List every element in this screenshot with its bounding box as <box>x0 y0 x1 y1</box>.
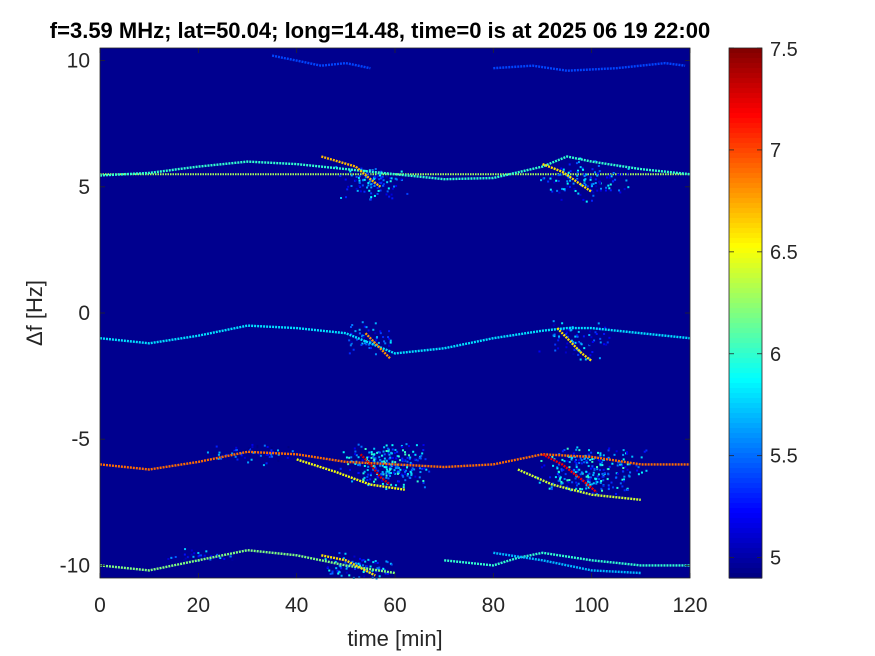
chart-title: f=3.59 MHz; lat=50.04; long=14.48, time=… <box>50 18 710 43</box>
signal-cloud-4 <box>339 443 431 491</box>
x-tick-label-5: 100 <box>574 594 609 617</box>
signal-trace-6 <box>99 450 690 471</box>
signal-trace-11 <box>99 549 396 575</box>
plot-area <box>99 48 691 580</box>
x-tick-label-0: 0 <box>94 594 106 617</box>
plot-background <box>100 48 690 578</box>
x-tick-label-2: 40 <box>285 594 308 617</box>
x-tick-label-4: 80 <box>482 594 505 617</box>
y-tick-label-3: -5 <box>71 428 90 451</box>
signal-traces <box>99 54 691 577</box>
y-tick-label-2: 0 <box>78 302 90 325</box>
colorbar-gradient <box>729 48 762 579</box>
x-axis-ticks: 0 20 40 60 80 100 120 <box>94 48 708 617</box>
signal-trace-5 <box>556 327 593 362</box>
colorbar: 7.5 7 6.5 6 5.5 5 <box>728 39 798 579</box>
signal-trace-10 <box>517 468 641 501</box>
x-axis-label: time [min] <box>347 626 442 651</box>
signal-trace-15 <box>271 54 371 70</box>
y-axis-label: Δf [Hz] <box>22 280 47 346</box>
signal-trace-14 <box>493 551 641 575</box>
signal-cloud-5 <box>536 446 648 496</box>
signal-trace-7 <box>359 453 391 486</box>
x-tick-label-6: 120 <box>672 594 707 617</box>
colorbar-ticks: 7.5 7 6.5 6 5.5 5 <box>729 39 798 570</box>
colorbar-tick-label-5: 5 <box>770 548 781 570</box>
colorbar-tick-label-2: 6.5 <box>770 242 798 264</box>
colorbar-tick-label-1: 7 <box>770 140 781 162</box>
colorbar-tick-label-4: 5.5 <box>770 446 798 468</box>
signal-trace-13 <box>444 551 690 567</box>
x-tick-label-1: 20 <box>187 594 210 617</box>
signal-trace-8 <box>541 453 598 494</box>
signal-cloud-2 <box>348 321 392 356</box>
colorbar-tick-label-3: 6 <box>770 344 781 366</box>
y-tick-label-0: 10 <box>67 50 90 73</box>
signal-trace-2 <box>542 162 593 193</box>
signal-trace-1 <box>320 155 382 188</box>
y-tick-label-4: -10 <box>60 554 90 577</box>
signal-trace-4 <box>364 332 391 360</box>
signal-trace-0 <box>99 155 691 181</box>
y-axis-ticks: 10 5 0 -5 -10 <box>60 50 690 577</box>
signal-trace-3 <box>99 324 691 355</box>
colorbar-frame <box>728 47 763 579</box>
signal-trace-12 <box>321 554 376 577</box>
y-tick-label-1: 5 <box>78 176 90 199</box>
x-tick-label-3: 60 <box>383 594 406 617</box>
colorbar-tick-label-0: 7.5 <box>770 39 798 61</box>
